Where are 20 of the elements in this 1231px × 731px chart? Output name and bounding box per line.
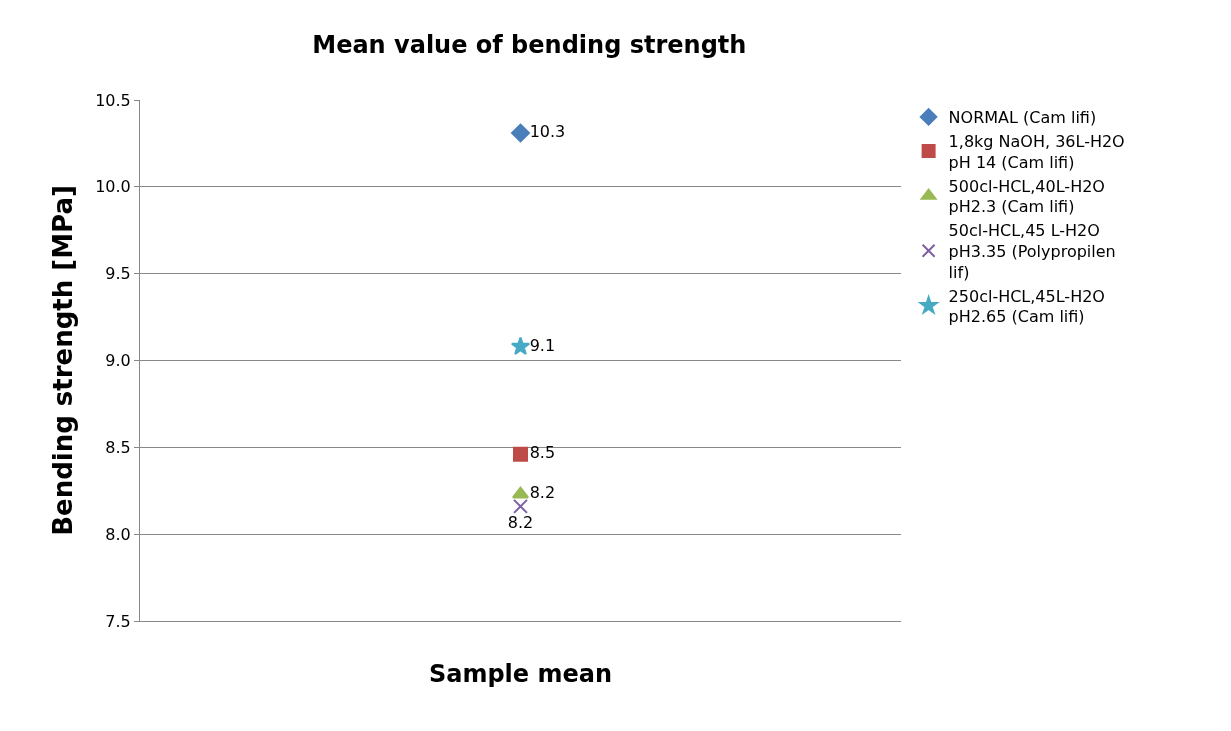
legend-label: 1,8kg NaOH, 36L-H2O pH 14 (Cam lifi): [948, 131, 1125, 172]
y-tick-label: 10.0: [95, 177, 131, 197]
data-label: 9.1: [529, 335, 556, 355]
y-tick-label: 9.5: [105, 264, 131, 284]
data-label: 8.5: [529, 443, 556, 463]
y-tick-label: 8.0: [105, 524, 131, 544]
legend-label: 250cl-HCL,45L-H2O pH2.65 (Cam lifi): [948, 286, 1105, 327]
data-label: 8.2: [529, 483, 556, 503]
y-tick-label: 8.5: [105, 437, 131, 457]
legend-label: 500cl-HCL,40L-H2O pH2.3 (Cam lifi): [948, 176, 1105, 217]
x-axis-title: Sample mean: [428, 659, 613, 688]
y-tick-label: 7.5: [105, 611, 131, 631]
y-axis-title: Bending strength [MPa]: [47, 185, 78, 536]
data-label: 8.2: [507, 512, 534, 532]
y-tick-label: 10.5: [95, 90, 131, 110]
legend-label: 50cl-HCL,45 L-H2O pH3.35 (Polypropilen lif): [948, 221, 1116, 282]
chart-title: Mean value of bending strength: [312, 31, 747, 60]
data-label: 10.3: [529, 122, 566, 141]
y-tick-label: 9.0: [105, 351, 131, 371]
legend-label: NORMAL (Cam lifi): [948, 108, 1097, 128]
